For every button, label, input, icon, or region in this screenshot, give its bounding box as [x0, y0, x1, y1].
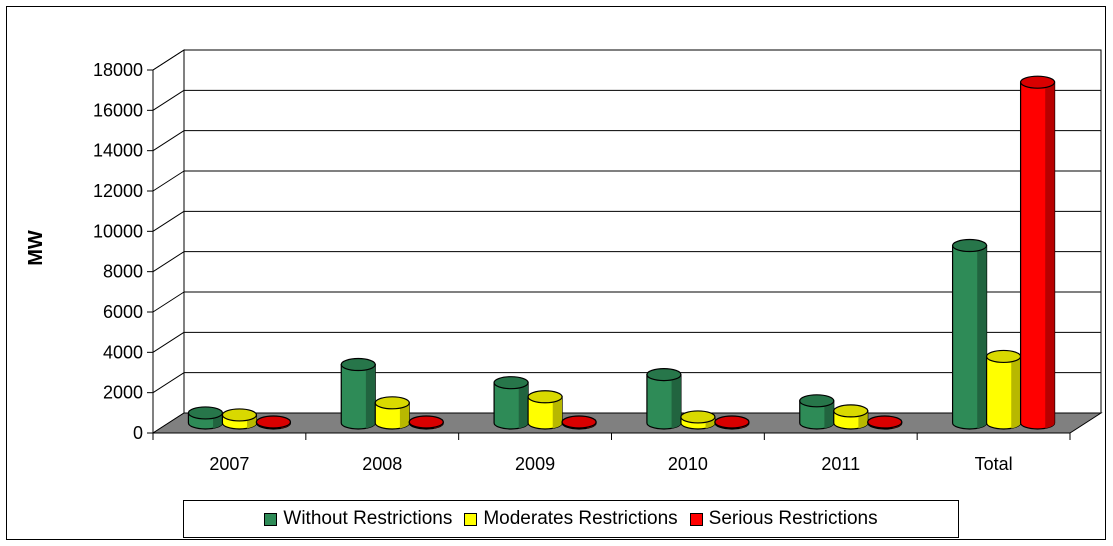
gridline-diagonal [152, 372, 185, 394]
bar [221, 408, 258, 430]
y-tick-label: 8000 [103, 262, 143, 282]
y-tick-label: 18000 [93, 60, 143, 80]
gridline-diagonal [152, 251, 185, 273]
x-tick-label: 2010 [668, 454, 708, 474]
legend-item: Serious Restrictions [689, 508, 878, 530]
bar [493, 376, 529, 430]
legend-item: Moderates Restrictions [464, 508, 678, 530]
bar [340, 357, 376, 430]
legend-label: Without Restrictions [283, 508, 453, 529]
y-tick-label: 6000 [103, 302, 143, 322]
legend-label: Serious Restrictions [708, 508, 878, 529]
bar [561, 415, 597, 430]
gridline-diagonal [152, 331, 185, 353]
bar [714, 415, 750, 430]
y-tick-label: 16000 [93, 100, 143, 120]
gridline-diagonal [152, 49, 185, 71]
legend-swatch [464, 512, 478, 526]
y-axis-title: MW [25, 230, 47, 266]
x-tick-label: 2008 [362, 454, 402, 474]
y-tick-label: 12000 [93, 181, 143, 201]
y-tick-label: 4000 [103, 342, 143, 362]
x-axis-ticks: 2007 2008 2009 2010 2011 Total [152, 433, 1071, 474]
y-tick-label: 2000 [103, 383, 143, 403]
legend-swatch [264, 512, 278, 526]
bar [1019, 75, 1056, 430]
gridline-diagonal [152, 89, 185, 111]
y-axis-ticks: 0 2000 4000 6000 8000 10000 12000 14000 16000 180… [93, 60, 154, 443]
legend-label: Moderates Restrictions [483, 508, 678, 529]
bar [255, 415, 292, 430]
x-tick-label: 2009 [515, 454, 555, 474]
bar [833, 404, 869, 430]
gridline-diagonal [152, 170, 185, 192]
bar [799, 394, 835, 430]
x-tick-label: 2007 [209, 454, 249, 474]
gridlines [152, 49, 1102, 434]
legend-item: Without Restrictions [264, 508, 452, 530]
legend-swatch [689, 512, 703, 526]
bar [646, 368, 682, 430]
gridline-diagonal [152, 291, 185, 313]
bar [374, 396, 410, 430]
y-tick-label: 10000 [93, 221, 143, 241]
x-tick-label: 2011 [821, 454, 860, 474]
gridline-diagonal [152, 210, 185, 232]
bar [408, 415, 444, 430]
legend: Without Restrictions Moderates Restrictio… [183, 500, 959, 538]
y-tick-label: 14000 [93, 141, 143, 161]
y-tick-label: 0 [133, 423, 143, 443]
bar [951, 238, 988, 430]
bars [187, 75, 1056, 430]
bar [985, 349, 1022, 430]
bar [680, 410, 716, 430]
bar [527, 390, 563, 430]
bar [867, 415, 903, 430]
x-tick-label: Total [975, 454, 1013, 474]
bar [187, 406, 224, 430]
gridline-diagonal [152, 130, 185, 152]
